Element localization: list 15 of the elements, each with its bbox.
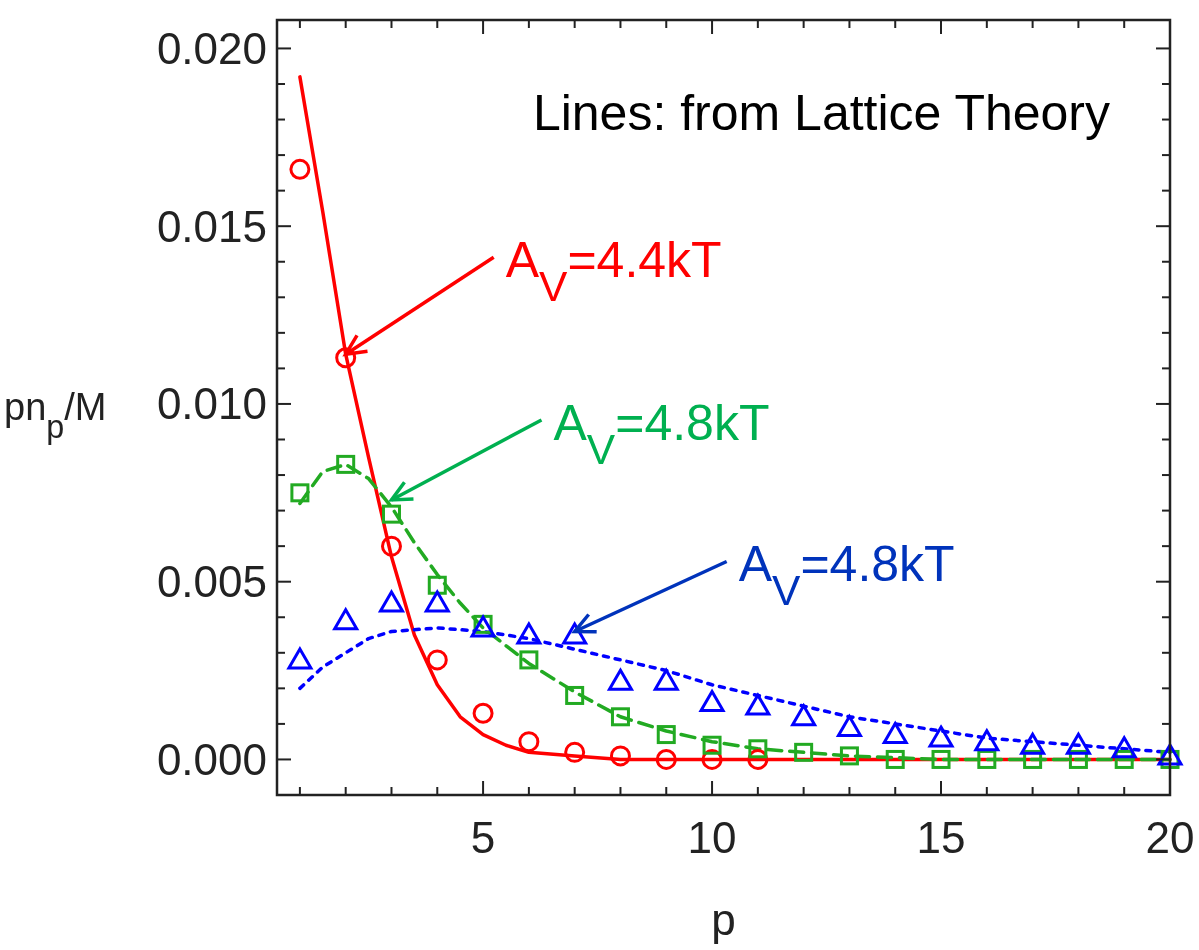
y-tick-label: 0.000 [156, 734, 267, 784]
x-axis-title: p [711, 895, 736, 944]
x-tick-label: 20 [1145, 813, 1195, 862]
annotation: A$_{V}$=4.8kT [553, 394, 770, 473]
y-tick-label: 0.005 [156, 557, 267, 607]
x-tick-label: 10 [687, 813, 737, 862]
y-tick-label: 0.015 [156, 201, 267, 251]
annotation: A$_{V}$=4.4kT [505, 232, 722, 310]
y-tick-label: 0.020 [156, 23, 267, 73]
annotation: A$_{V}$=4.8kT [738, 536, 955, 614]
x-tick-label: 5 [470, 813, 496, 862]
y-axis-title: pn$_{p}$/M [4, 386, 107, 445]
y-tick-label: 0.010 [156, 379, 267, 429]
x-tick-label: 15 [916, 813, 966, 862]
text: Lines: from Lattice Theory [532, 85, 1110, 141]
